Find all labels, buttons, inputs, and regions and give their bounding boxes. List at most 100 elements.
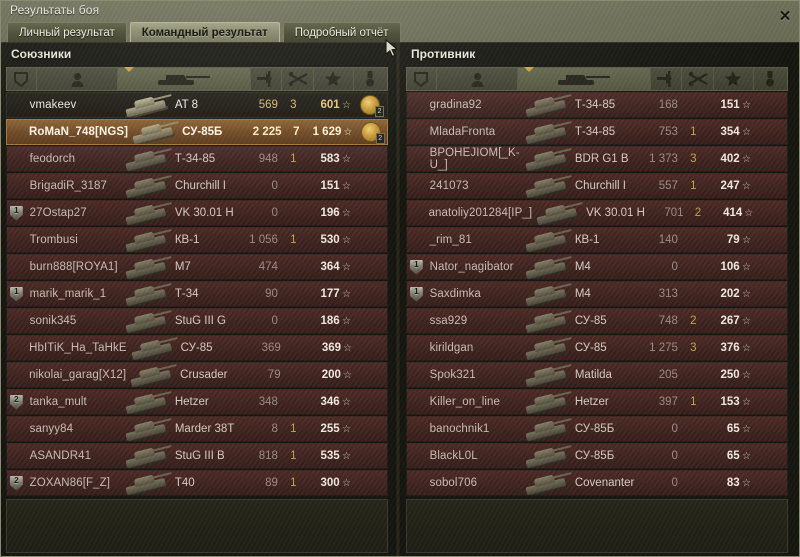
player-name[interactable]: sobol706	[429, 477, 478, 489]
table-row[interactable]: banochnik1 СУ-85Б 0 65 ☆	[406, 416, 788, 442]
table-row[interactable]: BPOHEJIOM[_K-U_] BDR G1 B 1 373 3 402 ☆	[406, 146, 788, 172]
xp-star-icon: ☆	[741, 288, 751, 300]
player-name[interactable]: gradina92	[429, 99, 482, 111]
player-name[interactable]: ASANDR41	[29, 450, 92, 462]
table-row[interactable]: anatoliy201284[IP_] VK 30.01 H 701 2 414 ☆	[406, 200, 788, 226]
tab-team-result[interactable]: Командный результат	[129, 22, 280, 42]
damage-value: 89	[265, 477, 278, 489]
close-icon[interactable]: ✕	[778, 7, 792, 25]
table-row[interactable]: 241073 Churchill I 557 1 247 ☆	[406, 173, 788, 199]
player-name[interactable]: ZOXAN86[F_Z]	[29, 477, 111, 489]
table-row[interactable]: Killer_on_line Hetzer 397 1 153 ☆	[406, 389, 788, 415]
column-header-medals[interactable]	[354, 68, 387, 90]
tank-silhouette-icon	[121, 174, 175, 198]
medal-cell: 2	[353, 93, 387, 117]
player-name[interactable]: _rim_81	[429, 234, 472, 246]
player-name[interactable]: Killer_on_line	[429, 396, 501, 408]
column-header-xp[interactable]	[714, 68, 754, 90]
column-header-damage[interactable]	[251, 68, 283, 90]
player-name[interactable]: HbITiK_Ha_TaHkE	[29, 342, 127, 354]
player-name[interactable]: banochnik1	[429, 423, 490, 435]
table-row[interactable]: 1 Nator_nagibator M4 0 106 ☆	[406, 254, 788, 280]
table-row[interactable]: 2 tanka_mult Hetzer 348 346 ☆	[6, 389, 388, 415]
player-name[interactable]: vmakeev	[29, 99, 77, 111]
player-name[interactable]: Trombusi	[29, 234, 78, 246]
tab-detailed-report[interactable]: Подробный отчёт	[282, 22, 401, 42]
table-row[interactable]: nikolai_garag[X12] Crusader 79 200 ☆	[6, 362, 388, 388]
table-row[interactable]: 2 ZOXAN86[F_Z] T40 89 1 300 ☆	[6, 470, 388, 496]
player-name[interactable]: nikolai_garag[X12]	[29, 369, 127, 381]
medal-icon[interactable]: 2	[361, 123, 385, 144]
player-name[interactable]: RoMaN_748[NGS]	[28, 126, 129, 138]
damage-value: 0	[271, 180, 278, 192]
xp-value: 83	[726, 477, 740, 489]
player-name[interactable]: BrigadiR_3187	[29, 180, 107, 192]
column-header-damage[interactable]	[651, 68, 683, 90]
player-name[interactable]: Spok321	[429, 369, 476, 381]
player-name[interactable]: anatoliy201284[IP_]	[428, 207, 533, 219]
column-header-medals[interactable]	[754, 68, 787, 90]
player-name[interactable]: ssa929	[429, 315, 468, 327]
player-name[interactable]: Saxdimka	[429, 288, 481, 300]
table-row[interactable]: ssa929 СУ-85 748 2 267 ☆	[406, 308, 788, 334]
table-row[interactable]: HbITiK_Ha_TaHkE СУ-85 369 369 ☆	[6, 335, 388, 361]
player-name[interactable]: burn888[ROYA1]	[29, 261, 118, 273]
column-header-kills[interactable]	[682, 68, 714, 90]
column-header-player[interactable]	[437, 68, 519, 90]
table-row[interactable]: gradina92 Т-34-85 168 151 ☆	[406, 92, 788, 118]
table-row[interactable]: ASANDR41 StuG III B 818 1 535 ☆	[6, 443, 388, 469]
medal-icon[interactable]: 2	[361, 96, 385, 117]
table-row[interactable]: sanyy84 Marder 38T 8 1 255 ☆	[6, 416, 388, 442]
table-row[interactable]: _rim_81 КВ-1 140 79 ☆	[406, 227, 788, 253]
tank-silhouette-icon	[121, 201, 175, 225]
table-row[interactable]: MladaFronta Т-34-85 753 1 354 ☆	[406, 119, 788, 145]
shield-icon: 1	[9, 205, 23, 221]
player-name[interactable]: sonik345	[29, 315, 77, 327]
table-row[interactable]: kirildgan СУ-85 1 275 3 376 ☆	[406, 335, 788, 361]
table-row[interactable]: 1 27Ostap27 VK 30.01 H 0 196 ☆	[6, 200, 388, 226]
kills-value	[678, 228, 703, 252]
player-name[interactable]: BlackL0L	[429, 450, 478, 462]
table-row[interactable]: 1 Saxdimka M4 313 202 ☆	[406, 281, 788, 307]
table-row[interactable]: vmakeev AT 8 569 3 601 ☆ 2	[6, 92, 388, 118]
player-name[interactable]: MladaFronta	[429, 126, 496, 138]
player-name[interactable]: tanka_mult	[29, 396, 87, 408]
column-header-tank[interactable]	[518, 67, 651, 90]
player-name[interactable]: feodorch	[29, 153, 76, 165]
table-row[interactable]: 1 marik_marik_1 Т-34 90 177 ☆	[6, 281, 388, 307]
table-row[interactable]: burn888[ROYA1] M7 474 364 ☆	[6, 254, 388, 280]
table-row[interactable]: RoMaN_748[NGS] СУ-85Б 2 225 7 1 629 ☆ 2	[6, 119, 388, 145]
table-row[interactable]: BrigadiR_3187 Churchill I 0 151 ☆	[6, 173, 388, 199]
table-row[interactable]: feodorch Т-34-85 948 1 583 ☆	[6, 146, 388, 172]
table-row[interactable]: Trombusi КВ-1 1 056 1 530 ☆	[6, 227, 388, 253]
player-name[interactable]: kirildgan	[429, 342, 474, 354]
medal-count: 2	[375, 133, 385, 144]
xp-star-icon: ☆	[741, 342, 751, 354]
table-row[interactable]: Spok321 Matilda 205 250 ☆	[406, 362, 788, 388]
player-name[interactable]: marik_marik_1	[29, 288, 107, 300]
table-row[interactable]: sobol706 Covenanter 0 83 ☆	[406, 470, 788, 496]
player-name[interactable]: BPOHEJIOM[_K-U_]	[429, 147, 520, 171]
kills-value	[678, 93, 703, 117]
table-row[interactable]: BlackL0L СУ-85Б 0 65 ☆	[406, 443, 788, 469]
xp-value: 151	[720, 99, 740, 111]
sort-marker-icon	[524, 67, 535, 72]
column-header-kills[interactable]	[282, 68, 314, 90]
player-name[interactable]: 241073	[429, 180, 469, 192]
table-row[interactable]: sonik345 StuG III G 0 186 ☆	[6, 308, 388, 334]
column-header-tank[interactable]	[118, 67, 251, 90]
player-name[interactable]: sanyy84	[29, 423, 74, 435]
tab-personal-result[interactable]: Личный результат	[7, 22, 127, 42]
xp-value: 177	[320, 288, 340, 300]
column-header-xp[interactable]	[314, 68, 354, 90]
column-header-rank[interactable]	[407, 68, 437, 90]
column-header-rank[interactable]	[7, 68, 37, 90]
player-name[interactable]: Nator_nagibator	[429, 261, 514, 273]
column-header-player[interactable]	[37, 68, 119, 90]
xp-star-icon: ☆	[741, 369, 751, 381]
rank-badge-cell	[407, 120, 426, 144]
kills-value: 1	[290, 153, 297, 165]
player-name[interactable]: 27Ostap27	[29, 207, 87, 219]
tank-name: СУ-85	[574, 315, 607, 327]
tank-name: VK 30.01 H	[586, 207, 645, 219]
